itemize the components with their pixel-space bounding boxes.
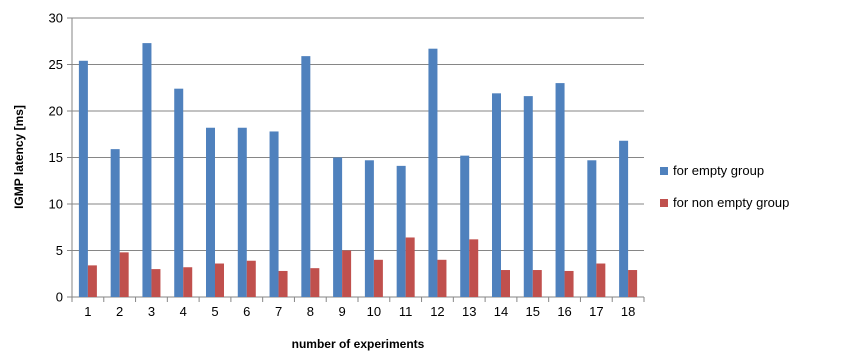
bar-empty-group — [78, 60, 88, 297]
bar-empty-group — [428, 48, 438, 297]
x-tick-label: 18 — [621, 304, 635, 319]
bar-non-empty-group — [405, 237, 415, 297]
bar-empty-group — [396, 165, 406, 297]
y-tick-label: 5 — [56, 243, 63, 258]
legend-swatch — [660, 199, 668, 207]
x-tick-label: 10 — [367, 304, 381, 319]
x-tick-label: 8 — [307, 304, 314, 319]
x-tick-label: 13 — [462, 304, 476, 319]
y-tick-label: 0 — [56, 290, 63, 305]
legend-swatch — [660, 167, 668, 175]
bars — [78, 43, 638, 298]
bar-empty-group — [587, 160, 597, 297]
y-tick-label: 10 — [49, 197, 63, 212]
x-tick-label: 7 — [275, 304, 282, 319]
bar-non-empty-group — [151, 269, 161, 297]
bar-empty-group — [301, 56, 311, 297]
x-tick-label: 16 — [557, 304, 571, 319]
bar-non-empty-group — [501, 270, 510, 297]
bar-empty-group — [460, 155, 470, 297]
bar-non-empty-group — [183, 267, 193, 297]
y-tick-label: 30 — [49, 11, 63, 26]
x-tick-label: 12 — [430, 304, 444, 319]
bar-non-empty-group — [246, 260, 256, 297]
bar-non-empty-group — [373, 259, 383, 297]
bar-empty-group — [269, 131, 279, 297]
bar-empty-group — [364, 160, 374, 297]
bar-empty-group — [110, 149, 120, 297]
bar-empty-group — [142, 43, 152, 297]
gridlines — [72, 17, 644, 251]
bar-empty-group — [206, 127, 215, 298]
y-tick-labels: 0 5 10 15 20 25 30 — [49, 11, 63, 305]
y-tick-label: 25 — [49, 57, 63, 72]
x-tick-label: 9 — [338, 304, 345, 319]
axes — [67, 17, 645, 302]
x-tick-label: 3 — [148, 304, 155, 319]
y-axis-title: IGMP latency [ms] — [12, 105, 26, 209]
legend: for empty group for non empty group — [660, 163, 789, 210]
bar-non-empty-group — [628, 270, 638, 297]
bar-empty-group — [555, 83, 565, 297]
bar-empty-group — [619, 140, 629, 297]
bar-non-empty-group — [437, 259, 447, 297]
y-tick-label: 20 — [49, 104, 63, 119]
y-tick-label: 15 — [49, 150, 63, 165]
x-tick-label: 1 — [84, 304, 91, 319]
x-tick-label: 14 — [494, 304, 508, 319]
bar-empty-group — [333, 157, 343, 297]
bar-empty-group — [523, 96, 533, 298]
x-tick-label: 15 — [526, 304, 540, 319]
x-tick-label: 2 — [116, 304, 123, 319]
bar-empty-group — [237, 127, 247, 298]
legend-label: for empty group — [673, 163, 764, 178]
bar-empty-group — [174, 88, 184, 298]
bar-non-empty-group — [119, 252, 129, 297]
bar-non-empty-group — [532, 270, 542, 297]
bar-non-empty-group — [87, 265, 97, 297]
bar-non-empty-group — [342, 250, 352, 297]
x-axis-title: number of experiments — [292, 337, 425, 351]
bar-empty-group — [492, 93, 501, 297]
x-tick-label: 5 — [211, 304, 218, 319]
x-tick-label: 11 — [399, 304, 413, 319]
bar-non-empty-group — [215, 263, 224, 297]
bar-non-empty-group — [469, 239, 479, 297]
x-tick-label: 6 — [243, 304, 250, 319]
bar-non-empty-group — [596, 263, 606, 297]
bar-non-empty-group — [310, 268, 320, 297]
bar-non-empty-group — [278, 270, 288, 297]
x-tick-label: 17 — [589, 304, 603, 319]
x-tick-labels: 1 2 3 4 5 6 7 8 9 10 11 12 13 14 15 16 17 18 — [84, 304, 635, 319]
bar-non-empty-group — [564, 270, 574, 297]
legend-label: for non empty group — [673, 195, 789, 210]
x-tick-label: 4 — [180, 304, 187, 319]
